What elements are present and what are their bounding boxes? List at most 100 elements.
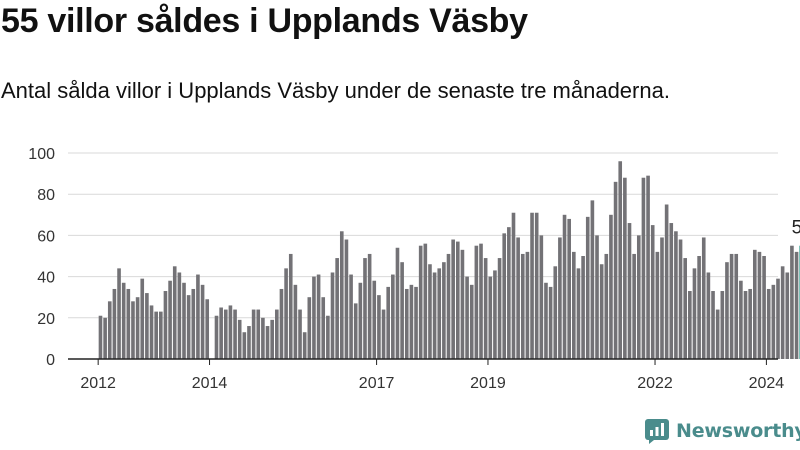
bar bbox=[312, 276, 316, 359]
bar bbox=[214, 315, 219, 359]
bar bbox=[107, 301, 112, 359]
bar bbox=[595, 235, 599, 359]
bar bbox=[363, 258, 367, 359]
y-tick-label: 100 bbox=[28, 146, 55, 163]
bar bbox=[785, 272, 790, 359]
bar bbox=[636, 235, 641, 359]
bar bbox=[451, 239, 455, 359]
bar bbox=[739, 280, 743, 359]
x-tick-label: 2022 bbox=[637, 375, 673, 392]
bar bbox=[395, 247, 400, 359]
bar bbox=[632, 253, 636, 359]
bar bbox=[669, 223, 674, 359]
bar bbox=[697, 256, 701, 359]
bar bbox=[205, 299, 210, 359]
bar bbox=[794, 251, 799, 359]
bar bbox=[725, 262, 729, 359]
bar bbox=[265, 326, 270, 359]
y-tick-label: 80 bbox=[37, 187, 55, 204]
bar bbox=[701, 237, 706, 359]
bar bbox=[581, 256, 585, 359]
bar bbox=[511, 212, 516, 359]
bar bbox=[288, 253, 293, 359]
bar bbox=[404, 288, 409, 359]
bar bbox=[771, 284, 776, 359]
bar bbox=[766, 288, 771, 359]
bar bbox=[247, 326, 251, 359]
bar bbox=[729, 253, 734, 359]
bar bbox=[344, 239, 349, 359]
bar bbox=[790, 245, 794, 359]
bar bbox=[497, 258, 502, 359]
bar bbox=[711, 291, 715, 359]
bar bbox=[474, 245, 479, 359]
bar bbox=[163, 291, 168, 359]
y-axis-tick-labels: 0 20 40 60 80 100 bbox=[28, 146, 55, 369]
bar bbox=[688, 291, 692, 359]
bar bbox=[734, 253, 739, 359]
bar bbox=[748, 288, 752, 359]
bar bbox=[367, 253, 372, 359]
bar bbox=[641, 177, 646, 359]
bar bbox=[548, 286, 553, 359]
bar bbox=[154, 311, 158, 359]
bar bbox=[455, 241, 460, 359]
bar bbox=[418, 245, 423, 359]
bar bbox=[335, 258, 339, 359]
bar bbox=[432, 272, 437, 359]
bar bbox=[544, 282, 548, 359]
bar bbox=[442, 262, 446, 359]
bar bbox=[237, 319, 242, 359]
bar bbox=[469, 284, 474, 359]
bar bbox=[493, 270, 497, 359]
bar bbox=[674, 231, 678, 359]
y-tick-label: 40 bbox=[37, 270, 55, 287]
bar bbox=[507, 227, 511, 359]
bar bbox=[126, 288, 131, 359]
bar bbox=[191, 288, 196, 359]
bar bbox=[567, 218, 571, 359]
bar bbox=[678, 239, 683, 359]
bar bbox=[196, 274, 200, 359]
bar bbox=[660, 237, 664, 359]
bar bbox=[242, 332, 247, 359]
bar bbox=[423, 243, 428, 359]
bar bbox=[683, 258, 687, 359]
bar bbox=[261, 317, 265, 359]
newsworthy-logo-icon bbox=[645, 419, 669, 444]
bar bbox=[437, 268, 442, 359]
bar bbox=[200, 284, 205, 359]
bar bbox=[618, 161, 623, 359]
bar bbox=[502, 233, 507, 359]
bar bbox=[386, 286, 391, 359]
bar bbox=[460, 249, 465, 359]
bar bbox=[604, 253, 609, 359]
x-axis-ticks: 2012 2014 2017 2019 2022 2024 bbox=[80, 359, 784, 392]
brand-name: Newsworthy bbox=[676, 420, 800, 442]
bar bbox=[609, 214, 613, 359]
bar bbox=[664, 204, 669, 359]
chart-subtitle: Antal sålda villor i Upplands Väsby unde… bbox=[1, 78, 670, 103]
bar bbox=[223, 309, 228, 359]
bar bbox=[590, 200, 595, 359]
x-tick-label: 2014 bbox=[192, 375, 228, 392]
x-tick-label: 2017 bbox=[359, 375, 395, 392]
bar bbox=[692, 268, 697, 359]
bar bbox=[326, 315, 330, 359]
bar bbox=[428, 264, 432, 359]
bar bbox=[520, 253, 525, 359]
bar bbox=[172, 266, 177, 359]
bar bbox=[330, 272, 335, 359]
bar bbox=[613, 181, 618, 359]
bar bbox=[585, 216, 590, 359]
bar bbox=[121, 282, 126, 359]
x-tick-label: 2012 bbox=[80, 375, 116, 392]
bar bbox=[279, 288, 284, 359]
newsworthy-brand: Newsworthy bbox=[644, 418, 800, 444]
bar bbox=[293, 284, 298, 359]
bar bbox=[553, 266, 558, 359]
bar bbox=[256, 309, 261, 359]
bar bbox=[321, 297, 326, 359]
bar bbox=[534, 212, 539, 359]
bar bbox=[372, 280, 377, 359]
